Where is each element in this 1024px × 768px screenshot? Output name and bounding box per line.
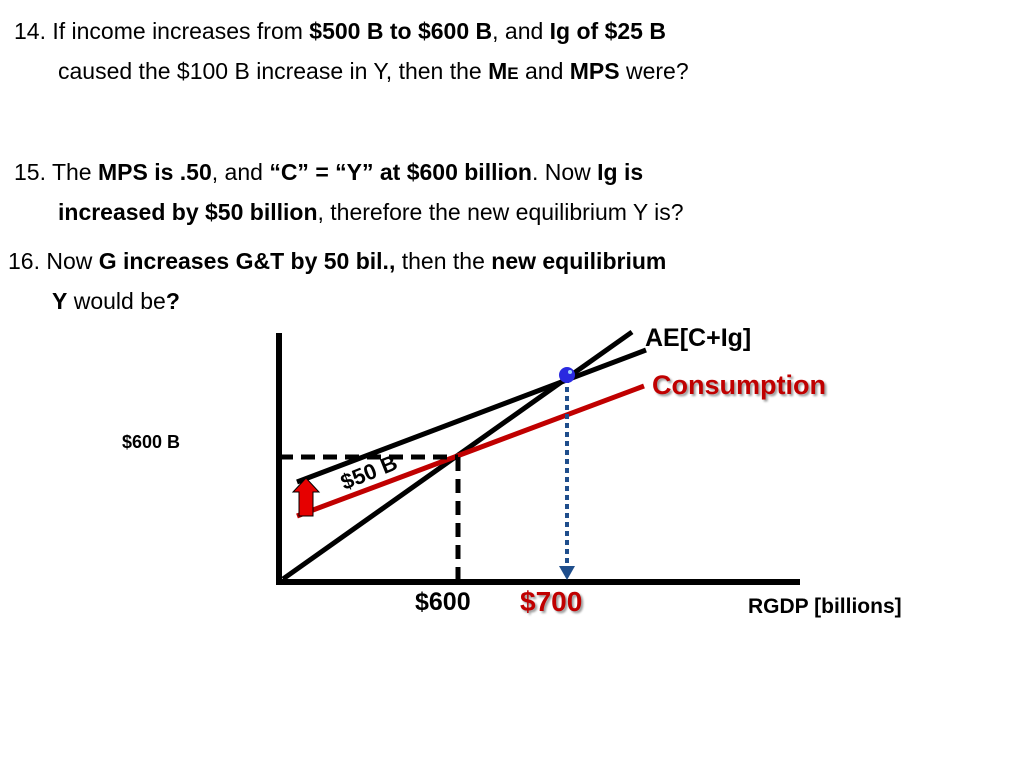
q14-text: were?	[619, 58, 689, 84]
q14-text: caused the $100 B increase in Y, then th…	[58, 58, 489, 84]
q15-text: , therefore the new equilibrium Y is?	[317, 199, 684, 225]
q15-c-equals-y: “C” = “Y” at $600 billion	[269, 159, 532, 185]
equilibrium-point	[559, 367, 575, 383]
y-axis-label: $600 B	[122, 432, 181, 452]
equilibrium-point-highlight	[568, 370, 572, 374]
q14-text: and	[518, 58, 570, 84]
q14-text: , and	[492, 18, 550, 44]
shift-up-arrow-icon	[291, 477, 321, 517]
q14-text: 14. If income increases from	[14, 18, 310, 44]
q16-text: then the	[395, 248, 492, 274]
q14-mps: MPS	[569, 58, 620, 84]
q16-text: 16. Now	[8, 248, 99, 274]
q14-multiplier-e: E	[507, 64, 519, 83]
q15-text: 15. The	[14, 159, 98, 185]
q15-text: , and	[211, 159, 270, 185]
question-14: 14. If income increases from $500 B to $…	[14, 11, 689, 94]
q16-g-increase: G increases G&T by 50 bil.,	[98, 248, 396, 274]
q16-text: would be	[67, 288, 166, 314]
ae-line-label: AE[C+Ig]	[645, 324, 752, 352]
x-axis-label: RGDP [billions]	[748, 595, 902, 618]
q16-new-equilibrium: new equilibrium	[491, 248, 667, 274]
guide-arrowhead	[559, 566, 575, 580]
consumption-line	[296, 383, 645, 519]
q16-y: Y	[52, 288, 68, 314]
question-16: 16. Now G increases G&T by 50 bil., then…	[8, 241, 666, 321]
consumption-line-label: Consumption	[652, 370, 826, 400]
q15-text: . Now	[531, 159, 598, 185]
q14-investment: Ig of $25 B	[549, 18, 666, 44]
question-15: 15. The MPS is .50, and “C” = “Y” at $60…	[14, 152, 684, 232]
q15-ig-increase: increased by $50 billion	[58, 199, 318, 225]
x-tick-700: $700	[520, 586, 583, 617]
q16-question-mark: ?	[165, 288, 180, 314]
q15-mps: MPS is .50	[97, 159, 212, 185]
x-tick-600: $600	[415, 588, 471, 616]
q15-ig: Ig is	[597, 159, 644, 185]
q14-income-range: $500 B to $600 B	[309, 18, 493, 44]
q14-multiplier-m: M	[488, 58, 508, 84]
ae-line	[296, 347, 647, 485]
